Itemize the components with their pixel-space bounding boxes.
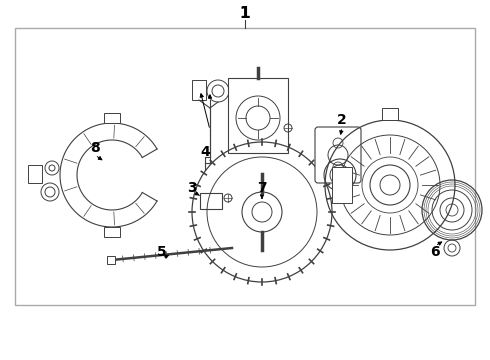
Text: 5: 5 — [157, 245, 167, 259]
Text: 1: 1 — [240, 6, 250, 22]
Bar — [104, 227, 120, 237]
Bar — [104, 113, 120, 123]
Text: 8: 8 — [90, 141, 100, 155]
Bar — [107, 256, 115, 264]
Text: 4: 4 — [200, 145, 210, 159]
Text: 3: 3 — [187, 181, 197, 195]
Text: 2: 2 — [337, 113, 347, 127]
Text: 7: 7 — [257, 181, 267, 195]
Bar — [192, 80, 206, 100]
Text: 6: 6 — [430, 245, 440, 259]
Bar — [332, 167, 352, 203]
FancyBboxPatch shape — [315, 127, 361, 183]
Text: 1: 1 — [240, 6, 250, 22]
Bar — [15, 28, 475, 305]
Bar — [200, 193, 222, 209]
Bar — [228, 78, 288, 153]
Bar — [28, 165, 42, 183]
Bar — [382, 108, 398, 120]
